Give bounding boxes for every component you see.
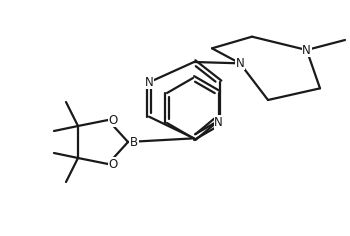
Text: N: N [214, 116, 223, 129]
Text: N: N [145, 76, 153, 89]
Text: B: B [130, 135, 138, 148]
Text: N: N [302, 43, 311, 56]
Text: O: O [108, 114, 118, 126]
Text: O: O [108, 157, 118, 170]
Text: N: N [236, 57, 244, 70]
